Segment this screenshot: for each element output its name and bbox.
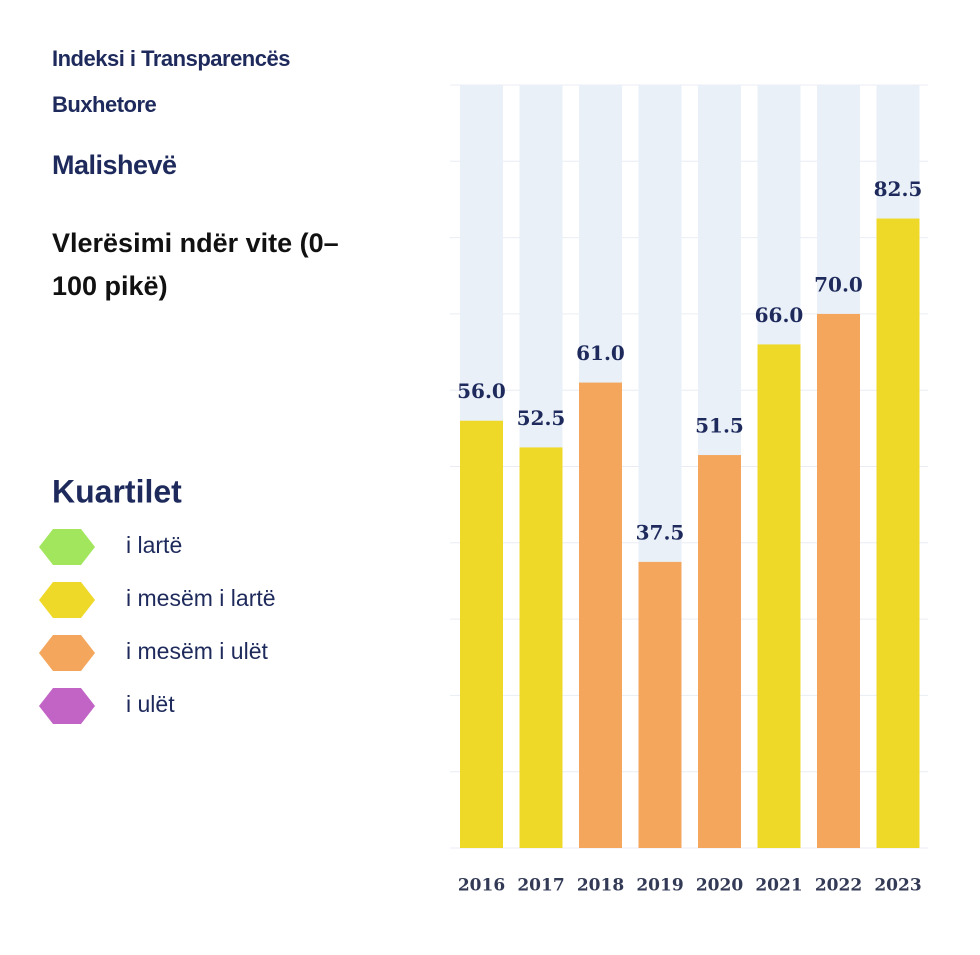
- bar: [638, 561, 682, 848]
- value-label: 70.0: [814, 272, 863, 296]
- legend-swatch: [39, 582, 95, 618]
- chart-subtitle: Malishevë: [52, 150, 177, 180]
- bar: [579, 382, 622, 848]
- legend-title: Kuartilet: [52, 473, 182, 509]
- legend-label: i ulët: [126, 691, 175, 717]
- x-tick-label: 2016: [458, 876, 505, 896]
- value-label: 56.0: [457, 379, 506, 403]
- value-label: 37.5: [636, 520, 685, 544]
- bar: [757, 344, 801, 848]
- value-label: 61.0: [576, 341, 625, 365]
- chart-title: Indeksi i Transparencës Buxhetore: [52, 46, 290, 117]
- bar: [876, 218, 920, 848]
- x-tick-label: 2020: [696, 876, 743, 896]
- bar: [519, 447, 563, 848]
- legend-swatch: [39, 688, 95, 724]
- axis-label: Vlerësimi ndër vite (0–100 pikë): [52, 228, 339, 301]
- legend-label: i lartë: [126, 532, 182, 558]
- x-tick-label: 2023: [874, 876, 921, 896]
- x-tick-label: 2022: [815, 876, 862, 896]
- x-tick-label: 2017: [517, 876, 564, 896]
- value-label: 82.5: [874, 177, 923, 201]
- legend-swatch: [39, 529, 95, 565]
- legend-swatch: [39, 635, 95, 671]
- value-label: 66.0: [755, 303, 804, 327]
- bar: [698, 455, 741, 848]
- bar: [460, 420, 503, 848]
- x-tick-label: 2018: [577, 876, 624, 896]
- value-label: 51.5: [695, 414, 744, 438]
- legend-label: i mesëm i ulët: [126, 638, 268, 664]
- x-tick-label: 2019: [636, 876, 683, 896]
- bar: [817, 313, 860, 848]
- legend-label: i mesëm i lartë: [126, 585, 276, 611]
- x-tick-label: 2021: [755, 876, 802, 896]
- value-label: 52.5: [517, 406, 566, 430]
